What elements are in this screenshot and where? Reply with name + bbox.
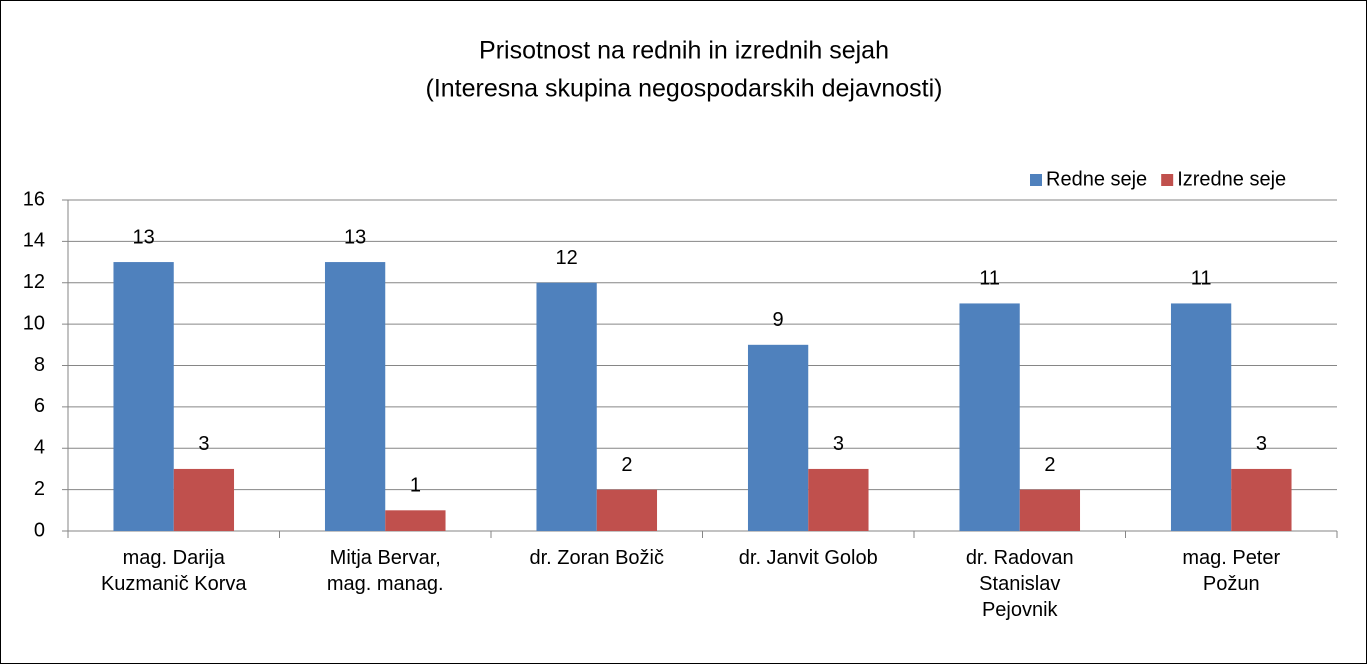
data-label: 2 [1044,454,1055,476]
y-tick-label: 2 [34,478,45,500]
data-label: 13 [344,226,366,248]
y-tick-label: 0 [34,519,45,541]
data-label: 2 [621,454,632,476]
chart-subtitle: (Interesna skupina negospodarskih dejavn… [426,75,943,103]
legend-swatch [1161,174,1174,186]
y-tick-label: 4 [34,437,45,459]
bar [1019,489,1081,531]
y-tick-label: 6 [34,395,45,417]
bar [747,344,809,531]
x-tick-label: mag. Peter Požun [1182,547,1281,595]
y-tick-label: 16 [23,188,45,210]
x-tick-label: dr. Zoran Božič [529,547,664,569]
x-tick-label: mag. Darija Kuzmanič Korva [100,547,247,595]
chart-title: Prisotnost na rednih in izrednih sejah [479,37,889,65]
x-tick-label: dr. Janvit Golob [738,547,878,569]
data-label: 3 [198,433,209,455]
data-label: 3 [833,433,844,455]
bar [324,262,386,531]
data-label: 12 [555,247,577,269]
data-label: 3 [1256,433,1267,455]
bar [536,282,597,531]
x-tick-label: dr. Radovan Stanislav Pejovnik [965,547,1074,621]
data-label: 1 [410,475,421,497]
y-tick-label: 12 [23,271,45,293]
y-tick-label: 10 [23,312,45,334]
x-tick-label: Mitja Bervar, mag. manag. [326,547,444,595]
data-label: 11 [979,268,1000,290]
bar [959,303,1020,531]
y-tick-label: 8 [34,354,45,376]
data-label: 9 [773,309,784,331]
bar [808,468,869,531]
data-label: 13 [132,226,154,248]
bar [173,468,235,531]
legend-swatch [1030,174,1042,186]
bar [1170,303,1232,531]
bar [385,510,446,531]
bar [113,262,174,531]
legend-label: Redne seje [1046,168,1147,190]
y-tick-label: 14 [23,230,45,252]
bar [1231,468,1292,531]
bar [596,489,658,531]
data-label: 11 [1191,268,1212,290]
legend-label: Izredne seje [1177,168,1286,190]
